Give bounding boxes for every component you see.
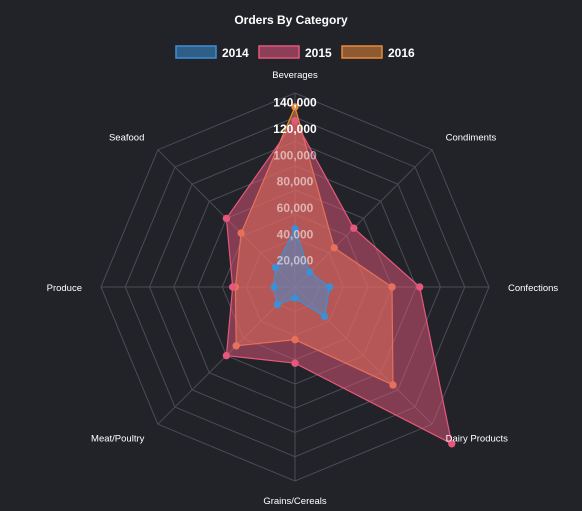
data-point-2014 bbox=[291, 225, 299, 233]
radial-tick-label: 80,000 bbox=[277, 175, 314, 189]
data-point-2014 bbox=[270, 283, 278, 291]
legend-label-2014: 2014 bbox=[222, 46, 249, 60]
radial-tick-label: 20,000 bbox=[277, 254, 314, 268]
category-label: Seafood bbox=[109, 132, 144, 143]
data-point-2015 bbox=[291, 359, 299, 367]
radial-tick-label: 60,000 bbox=[277, 201, 314, 215]
data-point-2015 bbox=[350, 224, 358, 232]
data-point-2015 bbox=[222, 351, 231, 360]
legend-swatch-2016 bbox=[341, 45, 383, 59]
data-point-2015 bbox=[416, 283, 424, 291]
chart-title: Orders By Category bbox=[234, 13, 348, 27]
series-area-2015 bbox=[225, 119, 453, 445]
radar-tick-labels: 20,000 40,000 60,000 80,000 100,000 120,000 14… bbox=[273, 96, 317, 268]
data-point-2014 bbox=[320, 312, 329, 321]
data-point-2014 bbox=[305, 268, 314, 277]
legend-swatch-2015 bbox=[258, 45, 300, 59]
radial-tick-label: 40,000 bbox=[277, 227, 314, 241]
category-label: Confections bbox=[508, 283, 558, 294]
category-labels: Beverages Condiments Confections Dairy Prod… bbox=[47, 70, 559, 507]
category-label: Beverages bbox=[272, 70, 318, 81]
data-point-2014 bbox=[271, 263, 280, 272]
category-label: Meat/Poultry bbox=[91, 434, 145, 445]
category-label: Dairy Products bbox=[446, 434, 509, 445]
radial-tick-label: 100,000 bbox=[273, 148, 317, 162]
radial-tick-label: 120,000 bbox=[273, 122, 317, 136]
data-point-2015 bbox=[222, 214, 231, 223]
category-label: Grains/Cereals bbox=[263, 496, 327, 506]
data-point-2014 bbox=[273, 300, 282, 309]
data-point-2015 bbox=[228, 283, 237, 291]
data-point-2014 bbox=[291, 294, 299, 302]
category-label: Condiments bbox=[446, 132, 497, 143]
data-point-2015 bbox=[291, 117, 299, 125]
radar-series bbox=[222, 103, 456, 448]
data-point-2015 bbox=[448, 440, 456, 448]
legend-swatch-2014 bbox=[175, 45, 217, 59]
legend: 2014 2015 2016 bbox=[175, 45, 415, 60]
data-point-2014 bbox=[325, 283, 334, 291]
category-label: Produce bbox=[47, 283, 82, 294]
legend-label-2016: 2016 bbox=[388, 46, 415, 60]
data-point-2016 bbox=[291, 103, 299, 111]
legend-label-2015: 2015 bbox=[305, 46, 332, 60]
radial-tick-label: 140,000 bbox=[273, 96, 317, 110]
